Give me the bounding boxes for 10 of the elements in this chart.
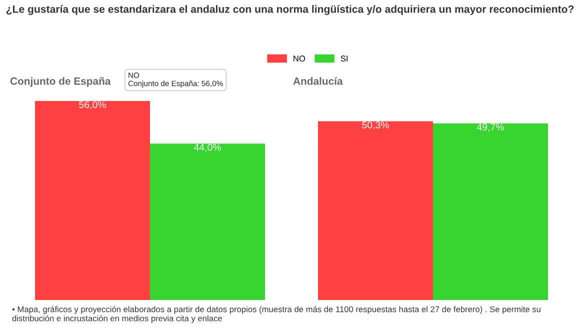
text: • Mapa, gráficos y proyección elaborados a partir de datos propios (muestra de más de 1100 respuestas hasta el 27 de febrero) . Se permite su distribución e incrustación en medios previa cita y enlace (12, 306, 540, 323)
data-label: 56,0% (79, 101, 106, 110)
chart-title: Andalucía (293, 77, 343, 85)
text: ¿Le gustaría que se estandarizara el andaluz con una norma lingüística y/o adquiriera un mayor reconocimiento? (6, 5, 574, 15)
legend-label: SI (340, 56, 348, 62)
data-label: 50,3% (362, 121, 389, 130)
chart-title: Conjunto de España (10, 77, 111, 87)
data-label: 49,7% (476, 124, 504, 132)
data-label: 44,0% (194, 144, 221, 152)
legend-label: NO (294, 56, 305, 62)
